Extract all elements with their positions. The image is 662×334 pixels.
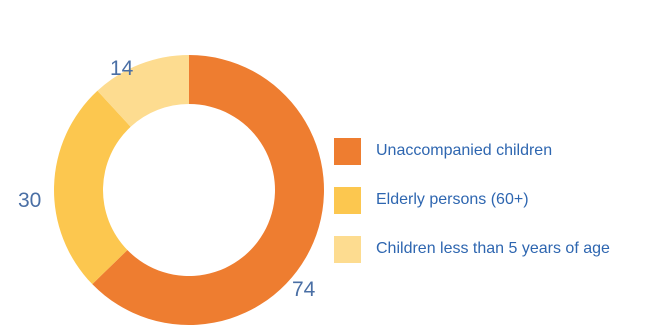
legend-label-unaccompanied-children: Unaccompanied children — [376, 142, 553, 159]
data-label-children-under-5: 14 — [110, 57, 134, 80]
slice-elderly-persons — [54, 90, 131, 285]
slice-children-under-5 — [97, 55, 189, 127]
legend-swatch-elderly-persons — [334, 187, 361, 214]
data-label-elderly-persons: 30 — [18, 189, 42, 212]
data-label-unaccompanied-children: 74 — [292, 278, 316, 301]
legend-label-children-under-5: Children less than 5 years of age — [376, 240, 610, 257]
legend-swatch-children-under-5 — [334, 236, 361, 263]
slice-unaccompanied-children — [92, 55, 324, 326]
legend-swatch-unaccompanied-children — [334, 138, 361, 165]
legend-label-elderly-persons: Elderly persons (60+) — [376, 191, 529, 208]
